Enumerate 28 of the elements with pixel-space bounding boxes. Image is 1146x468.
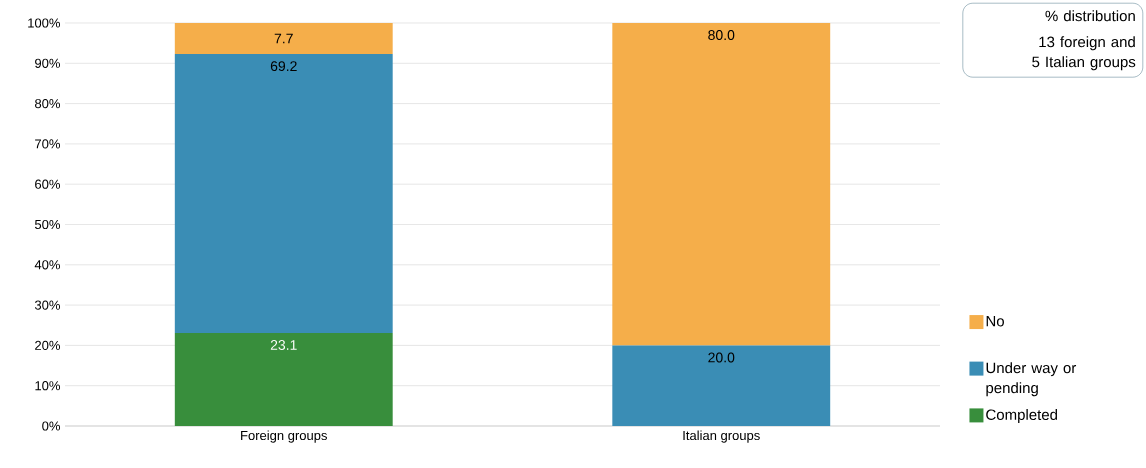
data-label: 20.0 (708, 352, 735, 363)
y-tick-label: 30% (34, 300, 60, 310)
legend-label: Completed (986, 408, 1057, 423)
y-tick-label: 60% (35, 179, 60, 189)
y-tick-label: 90% (35, 58, 60, 68)
bar (174, 23, 393, 55)
y-tick-label: 100% (28, 18, 60, 28)
x-tick-label: Italian groups (683, 430, 760, 443)
data-label: 69.2 (270, 61, 297, 72)
bar (174, 332, 393, 426)
bar (174, 54, 393, 333)
text: % distribution (1045, 10, 1135, 22)
bar (612, 345, 831, 426)
legend-label: Under way or pending (986, 362, 1077, 397)
data-label: 80.0 (708, 30, 735, 41)
y-tick-label: 20% (35, 340, 60, 350)
text: 13 foreign and 5 Italian groups (1032, 36, 1136, 71)
bar (612, 23, 831, 346)
x-tick-label: Foreign groups (241, 430, 327, 443)
y-tick-label: 40% (34, 260, 60, 270)
y-tick-label: 0% (42, 421, 60, 431)
y-tick-label: 10% (35, 381, 60, 391)
legend-label: No (986, 315, 1004, 327)
y-tick-label: 70% (35, 139, 60, 149)
y-tick-label: 50% (34, 219, 60, 230)
data-label: 23.1 (270, 340, 297, 350)
y-tick-label: 80% (35, 98, 60, 109)
data-label: 7.7 (274, 33, 293, 44)
